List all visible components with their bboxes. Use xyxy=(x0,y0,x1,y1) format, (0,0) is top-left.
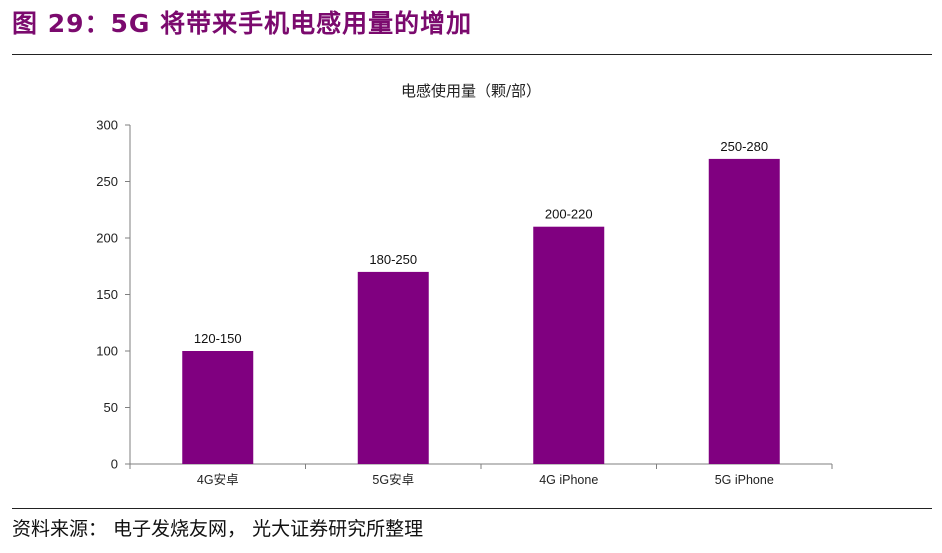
bar-1 xyxy=(357,271,429,464)
data-label: 180-250 xyxy=(369,252,417,267)
y-tick-label: 300 xyxy=(96,118,118,133)
source-note: 资料来源： 电子发烧友网， 光大证券研究所整理 xyxy=(12,518,424,540)
data-label: 120-150 xyxy=(194,331,242,346)
y-tick-label: 250 xyxy=(96,174,118,189)
data-labels: 120-150 180-250 200-220 250-280 xyxy=(194,139,768,346)
data-label: 200-220 xyxy=(545,207,593,222)
y-tick-label: 50 xyxy=(104,400,118,415)
chart-title: 电感使用量（颗/部） xyxy=(401,82,541,100)
axes: 0 50 100 150 200 250 300 4G安卓 5G安卓 4G iPhone 5G iP… xyxy=(96,118,833,487)
bars xyxy=(182,158,780,464)
data-label: 250-280 xyxy=(720,139,768,154)
x-tick-label: 4G安卓 xyxy=(197,472,239,487)
y-tick-label: 200 xyxy=(96,231,118,246)
y-tick-label: 0 xyxy=(111,457,118,472)
bar-chart: 电感使用量（颗/部） 0 50 100 150 200 250 300 4G安卓 5G安卓 4G … xyxy=(96,82,833,487)
x-tick-label: 4G iPhone xyxy=(539,473,598,487)
bottom-rule xyxy=(12,508,932,509)
figure-title: 图 29：5G 将带来手机电感用量的增加 xyxy=(12,9,473,38)
x-tick-label: 5G iPhone xyxy=(715,473,774,487)
y-tick-label: 150 xyxy=(96,287,118,302)
bar-3 xyxy=(708,158,780,464)
y-tick-label: 100 xyxy=(96,344,118,359)
top-rule xyxy=(12,54,932,55)
bar-2 xyxy=(533,226,605,464)
bar-0 xyxy=(182,351,254,464)
x-tick-label: 5G安卓 xyxy=(372,472,414,487)
